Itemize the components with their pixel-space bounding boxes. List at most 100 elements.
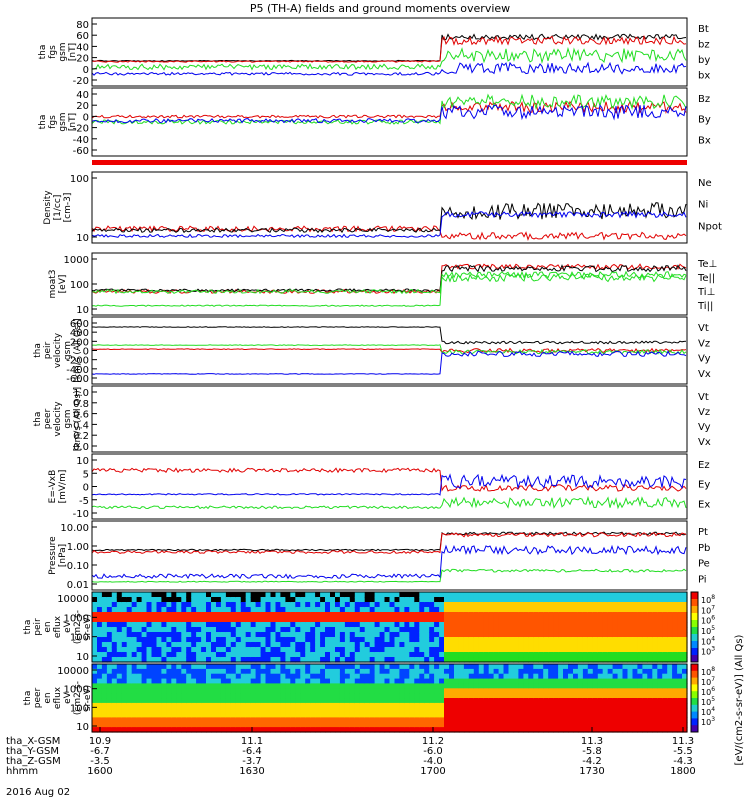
spectrogram-cell	[186, 707, 192, 714]
spectrogram-cell	[577, 683, 584, 689]
spectrogram-cell	[330, 668, 336, 675]
spectrogram-cell	[216, 702, 222, 709]
spectrogram-cell	[637, 642, 643, 648]
spectrogram-cell	[493, 627, 500, 633]
y-tick-label: 10.00	[60, 523, 89, 534]
spectrogram-cell	[667, 688, 673, 694]
series-ex-line	[91, 473, 687, 496]
y-axis-label: tha	[38, 45, 48, 60]
spectrogram-cell	[454, 622, 460, 628]
y-tick-label: 1000	[64, 255, 89, 266]
spectrogram-cell	[672, 707, 678, 714]
spectrogram-cell	[126, 607, 133, 613]
spectrogram-cell	[463, 637, 470, 643]
spectrogram-cell	[300, 602, 306, 608]
spectrogram-cell	[240, 642, 247, 648]
spectrogram-cell	[354, 722, 361, 728]
spectrogram-cell	[587, 622, 594, 628]
spectrogram-cell	[399, 664, 405, 670]
spectrogram-cell	[300, 693, 306, 699]
spectrogram-cell	[563, 657, 569, 663]
y-tick-label: 10	[76, 456, 89, 467]
spectrogram-cell	[320, 617, 326, 623]
spectrogram-cell	[548, 642, 554, 648]
spectrogram-cell	[577, 712, 584, 719]
spectrogram-cell	[136, 597, 143, 603]
spectrogram-cell	[141, 627, 148, 633]
spectrogram-cell	[543, 632, 549, 638]
spectrogram-cell	[364, 637, 371, 643]
spectrogram-cell	[429, 617, 435, 623]
spectrogram-cell	[672, 688, 678, 694]
spectrogram-cell	[245, 683, 252, 689]
spectrogram-cell	[657, 664, 663, 670]
spectrogram-cell	[528, 652, 534, 658]
spectrogram-cell	[573, 652, 579, 658]
spectrogram-cell	[92, 647, 98, 653]
spectrogram-cell	[612, 707, 619, 714]
spectrogram-cell	[483, 693, 490, 699]
spectrogram-cell	[523, 602, 529, 608]
legend-vy: Vy	[698, 422, 711, 433]
spectrogram-cell	[468, 647, 475, 653]
spectrogram-cell	[121, 617, 128, 623]
spectrogram-cell	[434, 712, 440, 719]
spectrogram-cell	[101, 642, 108, 648]
spectrogram-cell	[439, 693, 445, 699]
spectrogram-cell	[488, 717, 495, 723]
spectrogram-cell	[325, 683, 331, 689]
spectrogram-cell	[225, 632, 232, 638]
spectrogram-cell	[191, 612, 197, 618]
spectrogram-cell	[533, 707, 539, 714]
spectrogram-cell	[126, 693, 133, 699]
spectrogram-cell	[424, 657, 430, 663]
spectrogram-cell	[493, 622, 500, 628]
spectrogram-cell	[538, 652, 544, 658]
spectrogram-cell	[171, 652, 177, 658]
panel-frame	[91, 17, 688, 87]
spectrogram-cell	[394, 657, 401, 663]
spectrogram-cell	[478, 683, 485, 689]
spectrogram-cell	[161, 727, 167, 733]
spectrogram-cell	[354, 597, 361, 603]
panel-background	[92, 454, 687, 519]
spectrogram-cell	[463, 602, 470, 608]
spectrogram-cell	[335, 657, 341, 663]
spectrogram-cell	[255, 657, 262, 663]
spectrogram-cell	[652, 592, 658, 598]
spectrogram-cell	[141, 673, 148, 680]
spectrogram-cell	[250, 607, 257, 613]
spectrogram-cell	[483, 707, 490, 714]
spectrogram-cell	[369, 717, 376, 723]
spectrogram-cell	[657, 668, 663, 675]
spectrogram-cell	[577, 668, 584, 675]
spectrogram-cell	[245, 657, 252, 663]
spectrogram-cell	[647, 707, 653, 714]
spectrogram-cell	[592, 688, 599, 694]
spectrogram-cell	[330, 683, 336, 689]
spectrogram-cell	[657, 652, 663, 658]
spectrogram-cell	[493, 642, 500, 648]
spectrogram-cell	[444, 678, 450, 685]
spectrogram-cell	[478, 698, 485, 704]
spectrogram-cell	[493, 668, 500, 675]
spectrogram-cell	[201, 688, 207, 694]
spectrogram-cell	[632, 597, 639, 603]
spectrogram-cell	[573, 698, 579, 704]
spectrogram-cell	[468, 622, 475, 628]
spectrogram-cell	[429, 727, 435, 733]
colorbar-swatch	[691, 677, 698, 685]
spectrogram-cell	[280, 642, 286, 648]
spectrogram-cell	[186, 607, 192, 613]
legend-pi: Pi	[698, 574, 707, 585]
spectrogram-cell	[657, 702, 663, 709]
spectrogram-cell	[439, 702, 445, 709]
spectrogram-cell	[677, 693, 683, 699]
spectrogram-cell	[126, 592, 133, 598]
spectrogram-cell	[186, 642, 192, 648]
spectrogram-cell	[399, 597, 405, 603]
spectrogram-cell	[409, 607, 415, 613]
spectrogram-cell	[677, 597, 683, 603]
spectrogram-cell	[176, 698, 182, 704]
spectrogram-cell	[518, 617, 524, 623]
